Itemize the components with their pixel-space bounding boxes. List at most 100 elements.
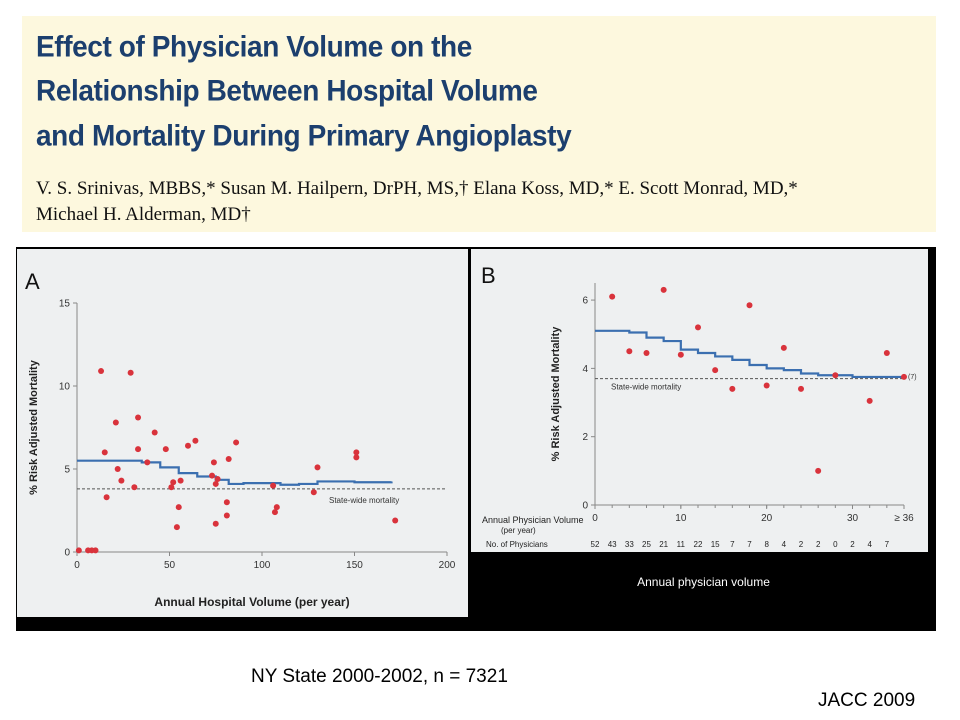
data-point (162, 446, 169, 453)
data-point (177, 477, 184, 484)
x-tick-label: 200 (439, 560, 456, 571)
author-line-2: Michael H. Alderman, MD† (36, 204, 251, 225)
y-tick-label: 4 (582, 364, 588, 375)
state-wide-mortality-label: State-wide mortality (329, 496, 399, 505)
x-axis-label-b-unit: (per year) (501, 526, 536, 535)
physician-count: 7 (747, 540, 752, 549)
data-point (144, 459, 151, 466)
physician-count: 0 (833, 540, 838, 549)
data-point (353, 454, 360, 461)
physician-count: 2 (850, 540, 855, 549)
data-point (103, 494, 110, 501)
data-point (98, 368, 105, 375)
data-point (798, 385, 804, 392)
journal-citation: JACC 2009 (818, 690, 916, 711)
data-point (353, 449, 360, 456)
data-point (212, 480, 219, 487)
data-point (101, 449, 108, 456)
physician-count: 21 (659, 540, 668, 549)
paper-title-line-2: Relationship Between Hospital Volume (36, 74, 538, 107)
data-point (75, 547, 82, 554)
data-point (131, 484, 138, 491)
paper-header: Effect of Physician Volume on the Relati… (22, 16, 936, 232)
physician-count: 4 (867, 540, 872, 549)
x-tick-label: 0 (74, 560, 80, 571)
data-point (151, 429, 158, 436)
data-point (763, 382, 770, 389)
physician-count: 33 (625, 540, 634, 549)
data-point (135, 446, 142, 453)
y-tick-label: 2 (582, 432, 588, 443)
data-point (832, 372, 839, 379)
data-point (815, 467, 822, 474)
data-point (223, 512, 230, 519)
paper-title-line-3: and Mortality During Primary Angioplasty (36, 119, 572, 152)
data-point (901, 373, 907, 380)
panel-label-b: B (481, 263, 496, 288)
author-line-1: V. S. Srinivas, MBBS,* Susan M. Hailpern… (36, 178, 798, 199)
data-point (210, 459, 217, 466)
data-point (273, 504, 280, 511)
physician-count: 11 (677, 540, 686, 549)
data-point (214, 475, 221, 482)
data-point (883, 350, 890, 357)
x-tick-label: 10 (675, 513, 687, 524)
x-tick-label: 100 (254, 560, 271, 571)
physician-counts-label: No. of Physicians (486, 540, 548, 549)
physician-count: 7 (885, 540, 890, 549)
data-point (127, 369, 134, 376)
state-wide-mortality-label: State-wide mortality (611, 383, 681, 392)
physician-count: 2 (799, 540, 804, 549)
data-point (866, 397, 873, 404)
data-point (310, 489, 317, 496)
physician-count: 4 (782, 540, 787, 549)
x-tick-label: 0 (592, 513, 598, 524)
data-point (695, 324, 701, 331)
data-point (92, 547, 99, 554)
y-tick-label: 5 (64, 465, 70, 476)
physician-count: 22 (694, 540, 703, 549)
chart-panel-b: B 0 2 4 6 0 10 20 30 ≥ 36 State-wide mortality (7… (471, 249, 928, 552)
y-axis-label-a: % Risk Adjusted Mortality (28, 359, 40, 495)
data-point (192, 437, 199, 444)
y-tick-label: 0 (64, 548, 70, 559)
physician-count: 52 (591, 540, 600, 549)
data-point (392, 517, 399, 524)
y-tick-label: 0 (582, 501, 588, 512)
data-point (643, 350, 650, 357)
data-point (729, 385, 736, 392)
data-point (746, 302, 753, 309)
study-footnote: NY State 2000-2002, n = 7321 (251, 666, 508, 687)
data-point (118, 477, 125, 484)
x-tick-label: 20 (761, 513, 773, 524)
data-point (677, 351, 684, 358)
data-point (173, 524, 180, 531)
curve-end-label: (7) (908, 374, 917, 381)
y-tick-label: 10 (59, 382, 71, 393)
y-tick-label: 15 (59, 299, 71, 310)
data-point (780, 344, 787, 351)
data-point (185, 442, 191, 449)
physician-count: 43 (608, 540, 617, 549)
panel-label-a: A (25, 269, 40, 294)
fitted-mortality-curve (595, 329, 904, 379)
data-point (175, 504, 182, 511)
data-point (212, 520, 219, 527)
data-point (270, 482, 277, 489)
data-point (626, 348, 633, 355)
x-tick-label: 150 (346, 560, 363, 571)
data-point (660, 286, 667, 293)
y-tick-label: 6 (582, 296, 588, 307)
panel-b-caption: Annual physician volume (637, 575, 770, 589)
x-tick-label: 30 (847, 513, 859, 524)
data-point (233, 439, 240, 446)
physician-count: 25 (642, 540, 651, 549)
data-point (223, 499, 230, 506)
data-point (114, 466, 121, 472)
x-axis-label-b: Annual Physician Volume (482, 515, 584, 525)
data-point (112, 419, 119, 426)
data-point (168, 484, 175, 491)
data-point (170, 479, 177, 486)
